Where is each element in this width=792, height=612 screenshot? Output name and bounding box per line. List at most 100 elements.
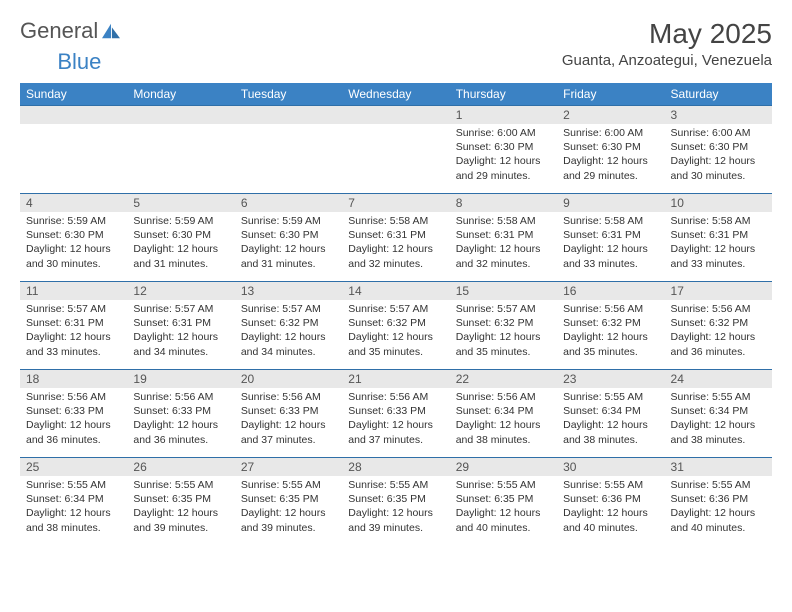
day-number: 21 xyxy=(342,370,449,388)
calendar-cell: 15Sunrise: 5:57 AMSunset: 6:32 PMDayligh… xyxy=(450,282,557,370)
daylight-line: and 36 minutes. xyxy=(26,433,121,447)
day-number: 28 xyxy=(342,458,449,476)
daylight-line: and 40 minutes. xyxy=(563,521,658,535)
daylight-line: Daylight: 12 hours xyxy=(671,154,766,168)
daylight-line: Daylight: 12 hours xyxy=(456,330,551,344)
daylight-line: and 39 minutes. xyxy=(241,521,336,535)
daylight-line: and 36 minutes. xyxy=(671,345,766,359)
sunset-line: Sunset: 6:36 PM xyxy=(671,492,766,506)
day-number: 5 xyxy=(127,194,234,212)
day-details: Sunrise: 5:55 AMSunset: 6:34 PMDaylight:… xyxy=(20,476,127,539)
day-number: 16 xyxy=(557,282,664,300)
daylight-line: and 32 minutes. xyxy=(348,257,443,271)
day-number: 30 xyxy=(557,458,664,476)
day-number: 25 xyxy=(20,458,127,476)
weekday-header: Wednesday xyxy=(342,83,449,106)
sunrise-line: Sunrise: 5:55 AM xyxy=(241,478,336,492)
day-number: 8 xyxy=(450,194,557,212)
sunset-line: Sunset: 6:31 PM xyxy=(348,228,443,242)
calendar-cell: 9Sunrise: 5:58 AMSunset: 6:31 PMDaylight… xyxy=(557,194,664,282)
weekday-header: Saturday xyxy=(665,83,772,106)
day-number: 29 xyxy=(450,458,557,476)
day-details: Sunrise: 5:58 AMSunset: 6:31 PMDaylight:… xyxy=(342,212,449,275)
daylight-line: Daylight: 12 hours xyxy=(563,242,658,256)
sunset-line: Sunset: 6:33 PM xyxy=(26,404,121,418)
calendar-cell: 29Sunrise: 5:55 AMSunset: 6:35 PMDayligh… xyxy=(450,458,557,546)
day-number: 22 xyxy=(450,370,557,388)
daylight-line: Daylight: 12 hours xyxy=(241,330,336,344)
calendar-cell: 11Sunrise: 5:57 AMSunset: 6:31 PMDayligh… xyxy=(20,282,127,370)
sunset-line: Sunset: 6:31 PM xyxy=(456,228,551,242)
calendar-cell xyxy=(20,106,127,194)
sail-icon xyxy=(100,22,122,40)
daylight-line: Daylight: 12 hours xyxy=(241,242,336,256)
daylight-line: Daylight: 12 hours xyxy=(348,330,443,344)
sunset-line: Sunset: 6:33 PM xyxy=(348,404,443,418)
daylight-line: and 36 minutes. xyxy=(133,433,228,447)
day-number: 27 xyxy=(235,458,342,476)
sunset-line: Sunset: 6:36 PM xyxy=(563,492,658,506)
sunset-line: Sunset: 6:34 PM xyxy=(26,492,121,506)
daylight-line: Daylight: 12 hours xyxy=(133,330,228,344)
daylight-line: and 34 minutes. xyxy=(241,345,336,359)
day-details: Sunrise: 5:56 AMSunset: 6:33 PMDaylight:… xyxy=(235,388,342,451)
day-number: 1 xyxy=(450,106,557,124)
sunrise-line: Sunrise: 5:57 AM xyxy=(348,302,443,316)
sunrise-line: Sunrise: 5:59 AM xyxy=(241,214,336,228)
calendar-row: 11Sunrise: 5:57 AMSunset: 6:31 PMDayligh… xyxy=(20,282,772,370)
day-details: Sunrise: 5:55 AMSunset: 6:34 PMDaylight:… xyxy=(665,388,772,451)
weekday-header: Monday xyxy=(127,83,234,106)
day-details: Sunrise: 5:58 AMSunset: 6:31 PMDaylight:… xyxy=(450,212,557,275)
day-details: Sunrise: 5:55 AMSunset: 6:36 PMDaylight:… xyxy=(665,476,772,539)
sunset-line: Sunset: 6:35 PM xyxy=(456,492,551,506)
sunrise-line: Sunrise: 5:57 AM xyxy=(26,302,121,316)
day-number: 24 xyxy=(665,370,772,388)
day-details: Sunrise: 5:55 AMSunset: 6:35 PMDaylight:… xyxy=(450,476,557,539)
sunrise-line: Sunrise: 5:56 AM xyxy=(456,390,551,404)
daylight-line: and 33 minutes. xyxy=(26,345,121,359)
daylight-line: Daylight: 12 hours xyxy=(26,242,121,256)
sunrise-line: Sunrise: 5:58 AM xyxy=(671,214,766,228)
daylight-line: and 34 minutes. xyxy=(133,345,228,359)
sunset-line: Sunset: 6:35 PM xyxy=(241,492,336,506)
day-number: 6 xyxy=(235,194,342,212)
calendar-cell: 17Sunrise: 5:56 AMSunset: 6:32 PMDayligh… xyxy=(665,282,772,370)
daylight-line: and 39 minutes. xyxy=(133,521,228,535)
weekday-header: Tuesday xyxy=(235,83,342,106)
sunset-line: Sunset: 6:31 PM xyxy=(671,228,766,242)
daylight-line: Daylight: 12 hours xyxy=(563,330,658,344)
weekday-header: Thursday xyxy=(450,83,557,106)
logo: General xyxy=(20,18,122,44)
logo-text-general: General xyxy=(20,18,98,44)
daylight-line: and 38 minutes. xyxy=(26,521,121,535)
sunset-line: Sunset: 6:32 PM xyxy=(241,316,336,330)
day-number: 9 xyxy=(557,194,664,212)
calendar-cell: 24Sunrise: 5:55 AMSunset: 6:34 PMDayligh… xyxy=(665,370,772,458)
daylight-line: and 31 minutes. xyxy=(241,257,336,271)
sunset-line: Sunset: 6:34 PM xyxy=(456,404,551,418)
day-details: Sunrise: 5:55 AMSunset: 6:35 PMDaylight:… xyxy=(342,476,449,539)
daylight-line: and 37 minutes. xyxy=(241,433,336,447)
sunset-line: Sunset: 6:31 PM xyxy=(133,316,228,330)
daylight-line: Daylight: 12 hours xyxy=(563,418,658,432)
sunset-line: Sunset: 6:31 PM xyxy=(563,228,658,242)
daylight-line: and 33 minutes. xyxy=(563,257,658,271)
sunrise-line: Sunrise: 5:56 AM xyxy=(348,390,443,404)
calendar-cell: 31Sunrise: 5:55 AMSunset: 6:36 PMDayligh… xyxy=(665,458,772,546)
sunrise-line: Sunrise: 5:57 AM xyxy=(456,302,551,316)
sunrise-line: Sunrise: 5:59 AM xyxy=(26,214,121,228)
day-details: Sunrise: 5:57 AMSunset: 6:32 PMDaylight:… xyxy=(235,300,342,363)
day-number-empty xyxy=(127,106,234,124)
calendar-cell: 26Sunrise: 5:55 AMSunset: 6:35 PMDayligh… xyxy=(127,458,234,546)
day-details: Sunrise: 5:56 AMSunset: 6:32 PMDaylight:… xyxy=(665,300,772,363)
sunrise-line: Sunrise: 5:58 AM xyxy=(456,214,551,228)
daylight-line: Daylight: 12 hours xyxy=(671,418,766,432)
title-block: May 2025 Guanta, Anzoategui, Venezuela xyxy=(562,18,772,69)
sunrise-line: Sunrise: 5:55 AM xyxy=(133,478,228,492)
daylight-line: and 31 minutes. xyxy=(133,257,228,271)
month-title: May 2025 xyxy=(562,18,772,50)
calendar-page: General May 2025 Guanta, Anzoategui, Ven… xyxy=(0,0,792,556)
calendar-cell: 30Sunrise: 5:55 AMSunset: 6:36 PMDayligh… xyxy=(557,458,664,546)
sunrise-line: Sunrise: 6:00 AM xyxy=(456,126,551,140)
calendar-row: 1Sunrise: 6:00 AMSunset: 6:30 PMDaylight… xyxy=(20,106,772,194)
